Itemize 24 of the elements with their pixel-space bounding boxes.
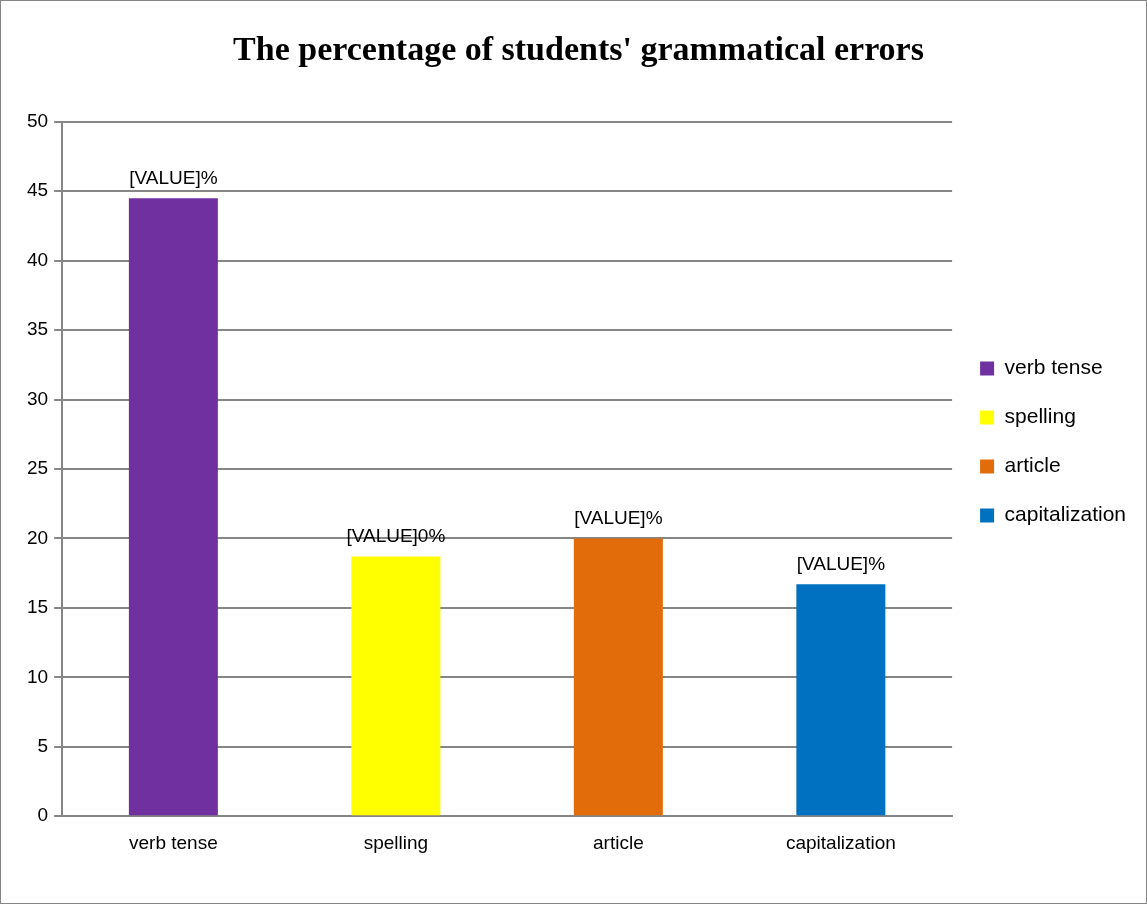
y-tick-label: 40 [26, 248, 49, 270]
y-tick-label: 30 [26, 387, 49, 409]
y-tick-label: 50 [26, 110, 49, 132]
y-tick-label: 5 [37, 734, 49, 756]
x-tick-label: verb tense [129, 831, 218, 853]
y-tick-label: 15 [26, 596, 49, 618]
x-tick-label: article [593, 831, 644, 853]
y-tick-label: 20 [26, 526, 49, 548]
y-tick-label: 0 [37, 804, 49, 826]
annotation: [VALUE]% [129, 166, 218, 188]
x-tick-label: capitalization [785, 831, 896, 853]
legend-label: article [1004, 453, 1061, 477]
y-tick-label: 10 [26, 665, 49, 687]
legend-label: capitalization [1004, 502, 1126, 526]
chart-title: The percentage of students' grammatical errors [233, 30, 924, 68]
legend-label: verb tense [1004, 355, 1103, 379]
y-tick-label: 25 [26, 457, 49, 479]
annotation: [VALUE]0% [346, 525, 446, 547]
y-tick-label: 35 [26, 318, 49, 340]
y-tick-label: 45 [26, 179, 49, 201]
annotation: [VALUE]% [796, 553, 886, 574]
x-tick-label: spelling [363, 831, 429, 853]
annotation: [VALUE]% [574, 507, 663, 529]
legend-label: spelling [1004, 404, 1076, 428]
